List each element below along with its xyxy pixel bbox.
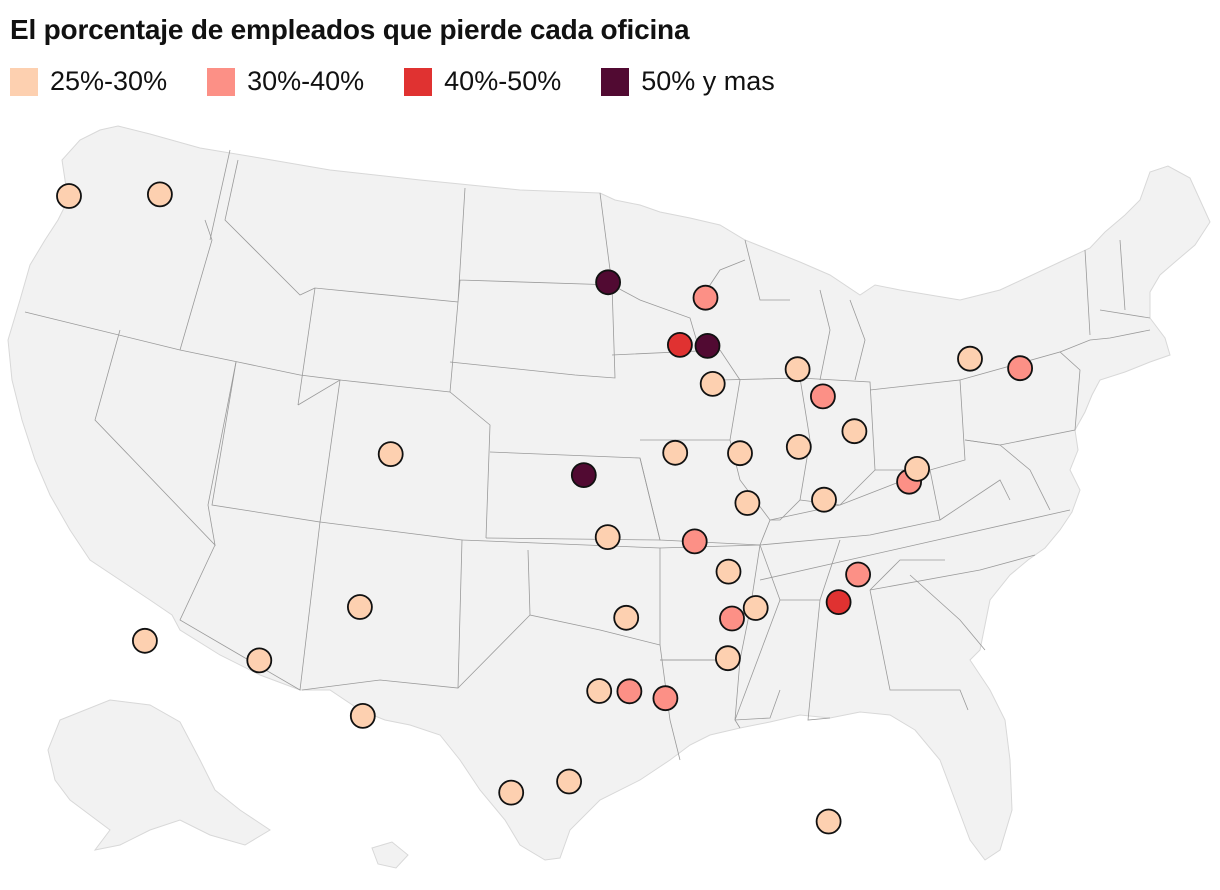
legend-item: 30%-40%: [207, 66, 364, 97]
legend-label: 50% y mas: [641, 66, 775, 96]
office-marker: [727, 440, 753, 467]
office-marker: [556, 768, 582, 795]
office-marker: [699, 370, 726, 397]
state-border: [759, 539, 841, 601]
legend: 25%-30% 30%-40% 40%-50% 50% y mas: [10, 66, 815, 97]
office-marker: [811, 486, 837, 513]
office-marker: [616, 678, 643, 705]
office-marker: [1007, 355, 1033, 382]
legend-label: 25%-30%: [50, 66, 168, 96]
state-border: [611, 284, 701, 353]
office-marker: [56, 183, 82, 209]
office-marker: [667, 331, 693, 358]
hawaii-shape: [371, 841, 409, 869]
office-marker: [742, 595, 769, 621]
office-marker: [825, 589, 852, 615]
state-border: [869, 559, 986, 651]
office-marker: [498, 779, 525, 806]
state-border: [209, 149, 316, 296]
office-marker: [681, 528, 708, 555]
state-border: [179, 521, 321, 691]
legend-label: 40%-50%: [444, 66, 562, 96]
us-mainland-shape: [7, 125, 1211, 861]
office-marker: [652, 685, 679, 712]
office-marker: [586, 678, 613, 704]
legend-swatch: [601, 67, 630, 96]
office-marker: [815, 808, 842, 835]
legend-swatch: [10, 67, 38, 96]
state-border: [449, 192, 616, 379]
office-marker: [719, 605, 745, 632]
state-border: [807, 589, 969, 721]
office-marker: [377, 441, 404, 468]
office-marker: [715, 558, 742, 585]
state-border: [297, 287, 459, 406]
legend-swatch: [207, 67, 236, 96]
state-border: [179, 219, 213, 351]
chart-title: El porcentaje de empleados que pierde ca…: [10, 14, 690, 45]
office-marker: [131, 627, 158, 654]
office-marker: [845, 561, 871, 588]
office-marker: [785, 433, 812, 460]
legend-item: 50% y mas: [601, 66, 775, 97]
state-border: [939, 439, 1051, 521]
office-marker: [594, 524, 621, 550]
office-marker: [613, 604, 640, 631]
office-marker: [246, 647, 273, 674]
state-border: [759, 509, 1071, 591]
office-marker: [662, 439, 689, 466]
office-marker: [841, 418, 868, 445]
office-marker: [957, 345, 983, 372]
office-marker: [810, 383, 836, 410]
state-border: [734, 599, 781, 721]
state-border: [461, 539, 661, 646]
state-border: [719, 377, 811, 521]
office-marker: [694, 332, 721, 359]
alaska-shape: [47, 699, 271, 851]
state-border: [457, 187, 616, 303]
legend-label: 30%-40%: [247, 66, 365, 96]
office-marker: [734, 490, 761, 516]
office-marker: [715, 645, 741, 672]
state-border: [639, 439, 771, 546]
office-marker: [692, 284, 719, 311]
office-marker: [784, 356, 811, 383]
state-border: [457, 614, 681, 761]
office-marker: [146, 181, 173, 208]
state-border: [819, 289, 866, 381]
state-borders: [24, 149, 1151, 761]
legend-item: 40%-50%: [404, 66, 561, 97]
office-marker: [595, 269, 621, 296]
state-border: [24, 311, 301, 376]
land-layer: [7, 125, 1211, 869]
office-marker: [346, 594, 373, 620]
legend-swatch: [404, 67, 433, 96]
legend-item: 25%-30%: [10, 66, 167, 97]
state-border: [1059, 239, 1151, 353]
office-markers: [56, 181, 1033, 835]
office-marker: [570, 462, 597, 489]
office-marker: [349, 703, 376, 729]
office-marker: [904, 455, 930, 482]
